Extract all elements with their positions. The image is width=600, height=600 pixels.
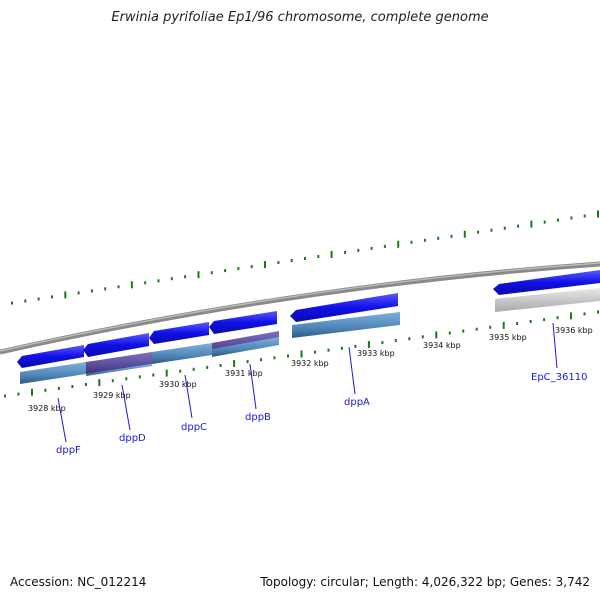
- map-title: Erwinia pyrifoliae Ep1/96 chromosome, co…: [111, 10, 489, 25]
- gene-label-dppF[interactable]: dppF: [56, 445, 81, 456]
- genome-summary-text: Topology: circular; Length: 4,026,322 bp…: [260, 575, 590, 589]
- gene-labels: dppF dppD dppC dppB dppA EpC_36110: [56, 372, 587, 456]
- scale-label: 3928 kbp: [28, 404, 66, 413]
- gene-leader-lines: [57, 322, 558, 443]
- gene-label-dppA[interactable]: dppA: [344, 397, 370, 408]
- scale-label: 3930 kbp: [159, 380, 197, 389]
- chromosome-backbone: [0, 261, 600, 355]
- lower-tick-track: [4, 310, 599, 398]
- feature-bars: [20, 288, 600, 384]
- gene-arrow-dppC[interactable]: [149, 322, 209, 344]
- gene-label-dppB[interactable]: dppB: [245, 412, 271, 423]
- scale-labels: 3928 kbp 3929 kbp 3930 kbp 3931 kbp 3932…: [28, 326, 593, 413]
- scale-label: 3931 kbp: [225, 369, 263, 378]
- gene-label-dppC[interactable]: dppC: [181, 422, 207, 433]
- scale-label: 3933 kbp: [357, 349, 395, 358]
- upper-tick-track: [11, 210, 599, 305]
- scale-label: 3934 kbp: [423, 341, 461, 350]
- gene-arrow-EpC_36110[interactable]: [493, 270, 600, 295]
- gene-arrow-dppD[interactable]: [83, 333, 149, 357]
- gene-arrow-dppB[interactable]: [209, 311, 277, 334]
- gene-arrow-dppA[interactable]: [290, 293, 398, 322]
- gene-label-EpC_36110[interactable]: EpC_36110: [531, 372, 587, 383]
- gene-label-dppD[interactable]: dppD: [119, 433, 146, 444]
- scale-label: 3936 kbp: [555, 326, 593, 335]
- gene-arrow-dppF[interactable]: [17, 345, 84, 368]
- scale-label: 3929 kbp: [93, 391, 131, 400]
- gene-arrows: [17, 270, 600, 368]
- scale-label: 3935 kbp: [489, 333, 527, 342]
- scale-label: 3932 kbp: [291, 359, 329, 368]
- accession-text: Accession: NC_012214: [10, 575, 147, 589]
